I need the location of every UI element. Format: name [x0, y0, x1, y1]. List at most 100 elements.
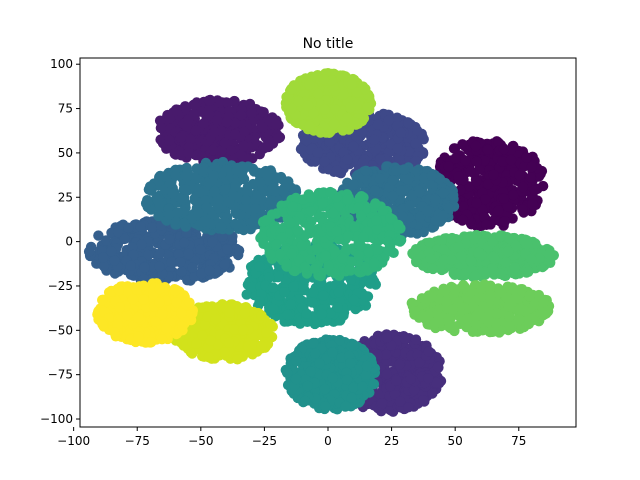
scatter-point [436, 235, 447, 246]
scatter-point [258, 107, 269, 118]
scatter-point [525, 172, 536, 183]
scatter-point [526, 161, 537, 173]
scatter-point [247, 163, 259, 175]
scatter-point [358, 232, 369, 243]
scatter-point [508, 189, 519, 201]
scatter-point [434, 173, 446, 185]
scatter-point [338, 310, 349, 321]
scatter-point [376, 398, 388, 409]
scatter-point [345, 357, 356, 369]
scatter-point [317, 197, 328, 209]
scatter-point [450, 153, 461, 164]
scatter-point [481, 219, 492, 230]
scatter-point [471, 176, 482, 187]
scatter-point [368, 134, 380, 145]
scatter-point [499, 216, 511, 227]
scatter-point [526, 254, 537, 265]
scatter-point [271, 239, 282, 250]
scatter-point [391, 165, 402, 176]
scatter-point [517, 204, 528, 215]
scatter-point [180, 184, 191, 195]
scatter-point [304, 223, 315, 234]
scatter-point [377, 205, 389, 216]
scatter-point [93, 230, 104, 241]
scatter-point [181, 171, 193, 183]
scatter-point [348, 141, 359, 152]
scatter-point [229, 129, 241, 140]
scatter-point [329, 267, 340, 279]
scatter-point [334, 334, 345, 346]
scatter-point [190, 125, 201, 136]
scatter-point [369, 257, 380, 269]
scatter-point [246, 107, 257, 119]
scatter-point [327, 207, 339, 219]
scatter-point [465, 255, 477, 267]
scatter-point [305, 254, 316, 265]
scatter-point [471, 156, 482, 167]
scatter-point [391, 112, 403, 123]
scatter-point [319, 383, 330, 395]
scatter-point [242, 186, 253, 198]
scatter-point [209, 186, 220, 197]
scatter-point [465, 166, 476, 177]
scatter-point [250, 203, 261, 214]
scatter-point [393, 219, 404, 231]
scatter-point [166, 256, 177, 268]
scatter-point [238, 140, 249, 152]
scatter-point [493, 205, 504, 216]
scatter-point [332, 302, 343, 313]
scatter-point [423, 373, 434, 384]
scatter-point [290, 373, 302, 385]
scatter-point [395, 235, 407, 246]
scatter-point [176, 266, 187, 277]
scatter-point [225, 145, 236, 156]
scatter-point [487, 263, 498, 274]
scatter-point [396, 185, 407, 196]
scatter-point [201, 202, 212, 214]
scatter-points [83, 68, 559, 417]
scatter-point [349, 221, 360, 232]
scatter-point [301, 308, 312, 319]
scatter-point [106, 246, 117, 257]
scatter-point [427, 263, 439, 275]
scatter-point [215, 222, 227, 233]
scatter-point [204, 95, 215, 107]
scatter-point [482, 144, 494, 155]
scatter-point [438, 283, 449, 294]
scatter-point [375, 154, 386, 165]
scatter-point [381, 349, 392, 360]
scatter-point [411, 256, 422, 268]
scatter-point [299, 395, 311, 407]
scatter-point [185, 134, 196, 145]
scatter-point [207, 236, 218, 248]
scatter-point [263, 141, 274, 153]
scatter-point [153, 210, 164, 222]
scatter-point [469, 270, 481, 282]
scatter-point [438, 254, 450, 265]
scatter-point [425, 253, 437, 264]
scatter-point [399, 333, 411, 344]
scatter-point [223, 196, 235, 208]
scatter-point [191, 163, 202, 174]
scatter-point [417, 395, 429, 406]
scatter-point [230, 218, 241, 230]
scatter-point [154, 261, 165, 272]
scatter-point [217, 231, 228, 242]
scatter-point [427, 388, 438, 399]
scatter-point [342, 154, 353, 165]
scatter-point [219, 137, 231, 149]
scatter-point [341, 374, 353, 385]
scatter-point [410, 138, 421, 149]
scatter-point [319, 156, 330, 167]
scatter-point [307, 297, 318, 308]
scatter-point [403, 117, 414, 128]
scatter-point [372, 119, 384, 130]
scatter-point [276, 173, 288, 185]
scatter-point [247, 281, 258, 293]
scatter-point [346, 392, 357, 403]
scatter-point [183, 147, 194, 159]
scatter-point [312, 147, 324, 158]
scatter-point [98, 260, 110, 272]
scatter-point [302, 380, 313, 392]
